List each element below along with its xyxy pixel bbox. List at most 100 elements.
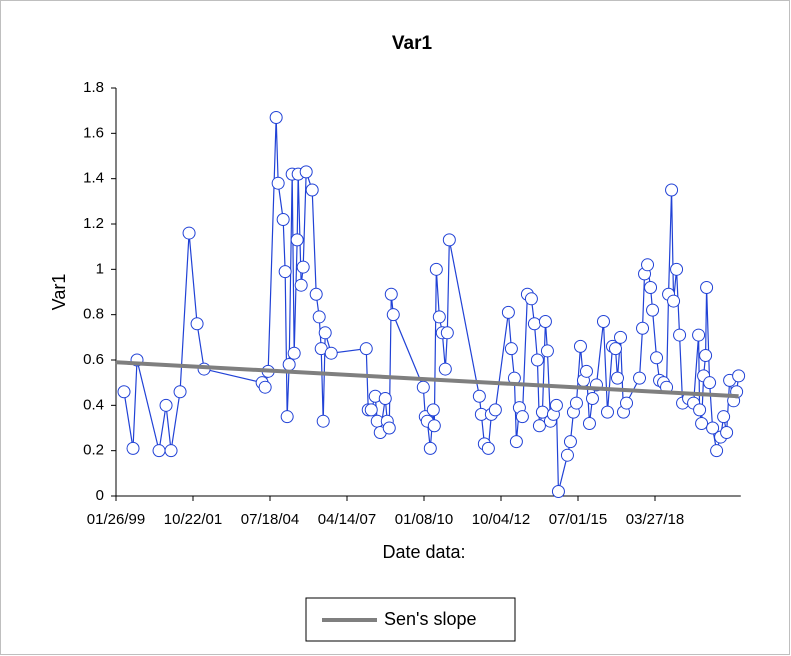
y-tick-label: 1 [96, 260, 104, 277]
data-point [673, 328, 687, 342]
y-tick-label: 0.2 [83, 442, 104, 459]
data-point [538, 314, 552, 328]
data-point [416, 380, 430, 394]
data-point [530, 353, 544, 367]
data-point [294, 278, 308, 292]
legend: Sen's slope [305, 597, 516, 642]
data-point [271, 176, 285, 190]
data-point [515, 410, 529, 424]
y-tick-label: 1.2 [83, 215, 104, 232]
data-point [644, 280, 658, 294]
data-point [549, 398, 563, 412]
data-point [700, 280, 714, 294]
data-point [641, 258, 655, 272]
y-tick-label: 0.4 [83, 396, 104, 413]
data-point [551, 484, 565, 498]
data-point [501, 305, 515, 319]
data-point [312, 310, 326, 324]
data-point [364, 403, 378, 417]
data-point [703, 376, 717, 390]
data-point [287, 346, 301, 360]
data-point [665, 183, 679, 197]
data-point [650, 351, 664, 365]
data-point [117, 385, 131, 399]
data-point [269, 110, 283, 124]
legend-label: Sen's slope [384, 609, 477, 629]
trend-line [115, 360, 739, 399]
data-point [509, 435, 523, 449]
y-tick-label: 1.6 [83, 124, 104, 141]
data-point [706, 421, 720, 435]
data-point [633, 371, 647, 385]
data-point [440, 326, 454, 340]
y-axis-title: Var1 [49, 274, 69, 311]
data-point [316, 414, 330, 428]
data-point [667, 294, 681, 308]
y-tick-label: 0 [96, 487, 104, 504]
data-point [569, 396, 583, 410]
y-tick-label: 1.8 [83, 79, 104, 96]
data-point [442, 233, 456, 247]
data-point [720, 426, 734, 440]
data-point [524, 292, 538, 306]
data-point [258, 380, 272, 394]
data-point [611, 371, 625, 385]
data-point [481, 441, 495, 455]
data-point [324, 346, 338, 360]
data-point [532, 419, 546, 433]
data-point [585, 392, 599, 406]
data-point [296, 260, 310, 274]
x-tick-label: 04/14/07 [318, 511, 376, 528]
data-point [384, 287, 398, 301]
x-axis-title: Date data: [382, 542, 465, 562]
data-point [309, 287, 323, 301]
data-point [472, 389, 486, 403]
data-point [359, 342, 373, 356]
data-point [282, 358, 296, 372]
data-point [693, 403, 707, 417]
data-point [432, 310, 446, 324]
data-point [438, 362, 452, 376]
y-tick-label: 0.8 [83, 306, 104, 323]
data-point [540, 344, 554, 358]
data-point [290, 233, 304, 247]
data-point [382, 421, 396, 435]
x-tick-label: 01/26/99 [87, 511, 145, 528]
data-point [608, 342, 622, 356]
data-point [152, 444, 166, 458]
data-point [299, 165, 313, 179]
data-point [560, 448, 574, 462]
data-point [695, 416, 709, 430]
data-point [190, 317, 204, 331]
data-point [386, 308, 400, 322]
data-point [427, 419, 441, 433]
data-point [527, 317, 541, 331]
data-point [276, 212, 290, 226]
data-point [732, 369, 746, 383]
data-point [126, 441, 140, 455]
data-point [423, 441, 437, 455]
data-point [717, 410, 731, 424]
x-tick-label: 03/27/18 [626, 511, 684, 528]
x-tick-label: 01/08/10 [395, 511, 453, 528]
data-point [596, 314, 610, 328]
data-point [164, 444, 178, 458]
x-tick-label: 10/04/12 [472, 511, 530, 528]
data-point [582, 416, 596, 430]
data-point [173, 385, 187, 399]
y-tick-label: 1.4 [83, 170, 104, 187]
data-point [182, 226, 196, 240]
data-point [600, 405, 614, 419]
data-point [699, 348, 713, 362]
data-point [692, 328, 706, 342]
x-tick-label: 07/01/15 [549, 511, 607, 528]
data-point [278, 265, 292, 279]
data-point [563, 435, 577, 449]
data-point [614, 330, 628, 344]
data-point [504, 342, 518, 356]
chart-title: Var1 [392, 33, 433, 54]
data-point [573, 339, 587, 353]
